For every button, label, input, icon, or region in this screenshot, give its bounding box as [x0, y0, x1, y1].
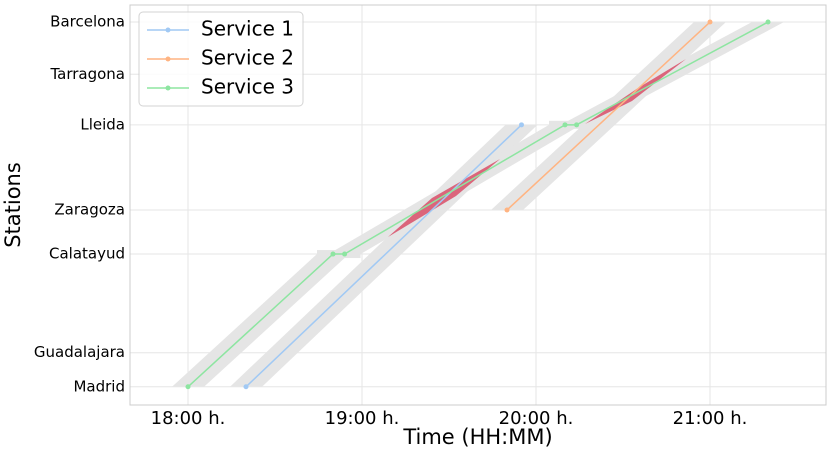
legend-marker	[165, 27, 171, 33]
series-line	[245, 124, 523, 388]
point	[243, 384, 249, 390]
y-tick-label: Guadalajara	[34, 343, 125, 361]
y-tick-label: Barcelona	[50, 13, 125, 31]
point	[574, 122, 580, 128]
point	[707, 19, 713, 25]
legend-label: Service 1	[201, 17, 294, 41]
y-tick-label: Madrid	[73, 377, 125, 395]
x-tick-label: 21:00 h.	[673, 408, 748, 429]
x-tick-label: 18:00 h.	[151, 408, 226, 429]
point	[765, 19, 771, 25]
plot-frame	[129, 4, 827, 406]
series-line	[506, 21, 711, 211]
point	[504, 207, 510, 213]
legend-marker	[165, 85, 171, 91]
y-tick-label: Lleida	[80, 115, 125, 133]
legend-marker	[165, 56, 171, 62]
x-tick-label: 19:00 h.	[325, 408, 400, 429]
y-tick-label: Zaragoza	[54, 200, 125, 218]
legend-label: Service 2	[201, 46, 294, 70]
x-tick-label: 20:00 h.	[499, 408, 574, 429]
x-axis-label: Time (HH:MM)	[402, 425, 552, 449]
y-axis-label: Stations	[1, 162, 25, 248]
y-tick-label: Calatayud	[49, 245, 125, 263]
legend-label: Service 3	[201, 75, 294, 99]
legend-box	[138, 11, 304, 107]
point	[562, 122, 568, 128]
y-tick-label: Tarragona	[49, 65, 125, 83]
series-line	[187, 21, 769, 388]
point	[342, 251, 348, 257]
point	[330, 251, 336, 257]
point	[185, 384, 191, 390]
point	[519, 122, 524, 128]
